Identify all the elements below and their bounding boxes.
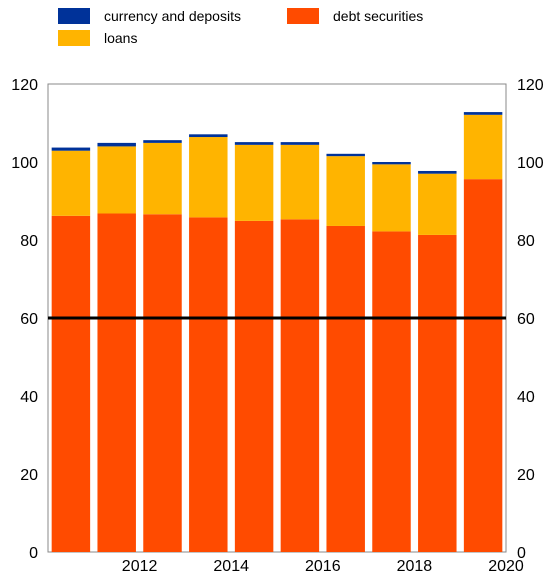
x-tick-label: 2016	[305, 558, 341, 575]
bar-segment	[280, 219, 320, 552]
y-tick-label-left: 100	[11, 155, 38, 172]
bar-segment	[372, 162, 411, 165]
bar-segment	[326, 153, 365, 157]
bar-segment	[463, 114, 503, 180]
legend-swatch-currency-deposits	[58, 8, 90, 24]
y-tick-label-right: 20	[517, 467, 535, 484]
legend-label-loans: loans	[104, 30, 138, 46]
bar-segment	[234, 144, 274, 221]
bar-segment	[234, 142, 274, 145]
y-tick-label-right: 80	[517, 233, 535, 250]
bar-segment	[97, 146, 136, 214]
bar-segment	[463, 112, 503, 115]
bar-segment	[189, 134, 228, 138]
x-tick-label: 2014	[213, 558, 249, 575]
bar-segment	[372, 231, 411, 553]
bar-segment	[97, 142, 136, 147]
bar-segment	[463, 179, 503, 552]
x-tick-label: 2018	[397, 558, 433, 575]
legend-label-currency-deposits: currency and deposits	[104, 8, 241, 24]
y-tick-label-left: 20	[20, 467, 38, 484]
bar-segment	[97, 213, 136, 553]
y-tick-label-right: 60	[517, 311, 535, 328]
legend-swatch-debt-securities	[287, 8, 319, 24]
bar-segment	[143, 214, 182, 552]
bar-segment	[418, 170, 457, 174]
legend-item-loans: loans	[58, 30, 137, 46]
bar-segment	[418, 173, 457, 235]
bar-segment	[280, 142, 320, 145]
y-tick-label-left: 40	[20, 389, 38, 406]
y-tick-label-right: 120	[517, 77, 544, 94]
bar-segment	[189, 137, 228, 218]
bar-segment	[418, 234, 457, 552]
bar-segment	[143, 140, 182, 143]
y-tick-label-left: 0	[29, 545, 38, 562]
bar-segment	[234, 220, 274, 552]
bar-segment	[189, 217, 228, 552]
legend-label-debt-securities: debt securities	[333, 8, 424, 24]
y-tick-label-right: 0	[517, 545, 526, 562]
legend-item-currency-deposits: currency and deposits	[58, 8, 241, 24]
y-tick-label-left: 60	[20, 311, 38, 328]
y-tick-label-left: 120	[11, 77, 38, 94]
bar-segment	[326, 225, 365, 552]
bar-segment	[51, 147, 91, 151]
bar-segment	[51, 150, 91, 216]
y-tick-label-right: 40	[517, 389, 535, 406]
bar-segment	[372, 164, 411, 232]
bar-segment	[143, 142, 182, 215]
y-tick-label-left: 80	[20, 233, 38, 250]
legend-item-debt-securities: debt securities	[287, 8, 423, 24]
legend-swatch-loans	[58, 30, 90, 46]
bar-segment	[280, 144, 320, 220]
x-tick-label: 2020	[488, 558, 524, 575]
x-tick-label: 2012	[122, 558, 158, 575]
bar-segment	[51, 215, 91, 552]
chart-legend: currency and deposits debt securities lo…	[58, 6, 478, 50]
bar-segment	[326, 156, 365, 226]
y-tick-label-right: 100	[517, 155, 544, 172]
